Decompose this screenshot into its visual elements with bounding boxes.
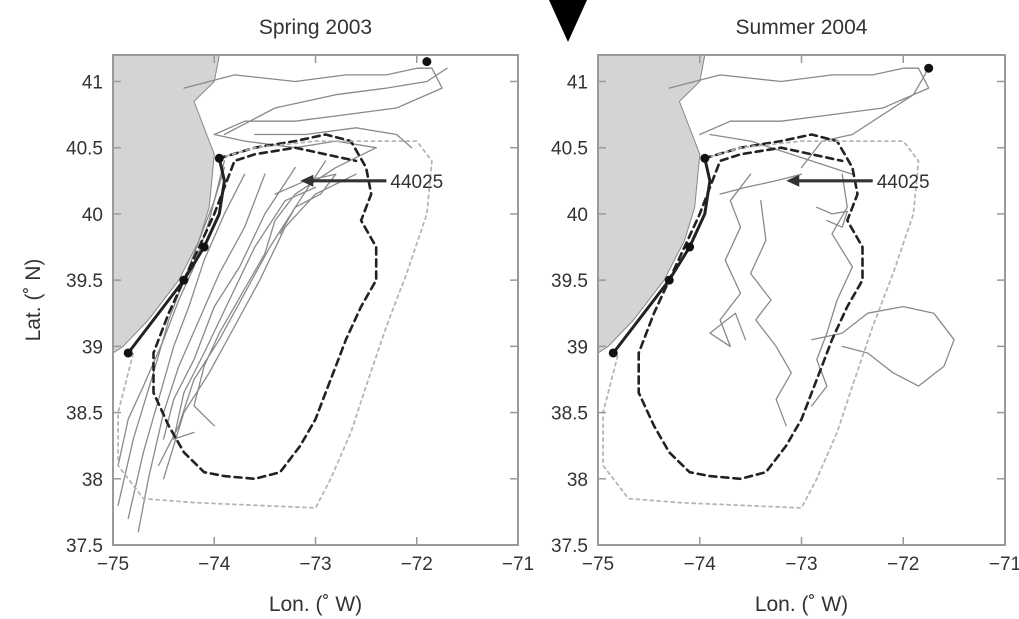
y-tick-label: 39 <box>567 337 588 358</box>
land-mass <box>598 55 706 354</box>
drifter-track <box>709 173 752 348</box>
station-label: 44025 <box>390 172 443 193</box>
deployment-point <box>214 153 224 163</box>
y-tick-label: 38.5 <box>551 404 588 425</box>
deployment-point <box>685 242 695 252</box>
y-tick-label: 38 <box>82 470 103 491</box>
drifter-track <box>811 173 854 407</box>
drifter-track <box>709 133 854 175</box>
y-tick-label: 39.5 <box>551 271 588 292</box>
y-tick-label: 37.5 <box>66 536 103 557</box>
y-tick-label: 39 <box>82 337 103 358</box>
drifter-track <box>668 67 930 136</box>
drifter-track <box>193 147 377 427</box>
panel-title: Summer 2004 <box>736 16 868 39</box>
drifter-track <box>816 206 848 228</box>
y-tick-label: 39.5 <box>66 271 103 292</box>
y-tick-label: 38.5 <box>66 404 103 425</box>
drifter-track <box>117 160 226 467</box>
x-tick-label: −75 <box>97 554 129 575</box>
x-axis-label: Lon. (˚ W) <box>269 593 362 616</box>
deployment-point <box>179 275 189 285</box>
deployment-point <box>924 63 934 73</box>
drifter-track <box>117 166 226 506</box>
drifter-track <box>800 67 930 169</box>
deployment-point <box>199 242 209 252</box>
x-tick-label: −74 <box>198 554 231 575</box>
drifter-track <box>137 173 266 533</box>
station-arrowhead <box>300 174 314 187</box>
x-tick-label: −75 <box>582 554 614 575</box>
x-tick-label: −74 <box>684 554 717 575</box>
land-mass <box>113 55 220 354</box>
outer-boundary-line <box>117 140 433 509</box>
down-triangle-marker <box>549 0 587 42</box>
y-axis-label: Lat. (˚ N) <box>22 259 45 342</box>
deployment-point <box>664 275 674 285</box>
deployment-point <box>608 348 618 358</box>
drifter-track <box>811 305 955 387</box>
drifter-track <box>749 200 792 427</box>
y-tick-label: 40.5 <box>66 139 103 160</box>
x-tick-label: −73 <box>785 554 817 575</box>
drifter-track <box>183 67 443 136</box>
x-axis-label: Lon. (˚ W) <box>755 593 848 616</box>
x-tick-label: −72 <box>887 554 919 575</box>
station-arrowhead <box>786 174 800 187</box>
y-tick-label: 41 <box>567 72 588 93</box>
deployment-point <box>700 153 710 163</box>
drifter-track <box>274 173 337 235</box>
panel-title: Spring 2003 <box>259 16 372 39</box>
drifter-track <box>223 67 448 136</box>
outer-boundary-line <box>602 140 920 509</box>
deployment-point <box>422 57 432 67</box>
chart-panel-2: 44025 −75 −74 −73 −72 −71 37.5 38 38.5 39 39.5 40 40… <box>551 16 1019 616</box>
y-tick-label: 40.5 <box>551 139 588 160</box>
station-label: 44025 <box>877 172 930 193</box>
deployment-point <box>123 348 133 358</box>
y-tick-label: 37.5 <box>551 536 588 557</box>
drifter-track <box>127 173 246 520</box>
x-tick-label: −71 <box>502 554 534 575</box>
drifter-track <box>162 166 296 440</box>
y-tick-label: 41 <box>82 72 103 93</box>
y-tick-label: 38 <box>567 470 588 491</box>
x-tick-label: −71 <box>989 554 1019 575</box>
y-tick-label: 40 <box>567 205 588 226</box>
drifter-track <box>173 186 317 440</box>
y-tick-label: 40 <box>82 205 103 226</box>
x-tick-label: −73 <box>299 554 331 575</box>
chart-panel-1: 44025 −75 −74 −73 −72 −71 37.5 38 38.5 39 39.5 40 40… <box>22 16 534 616</box>
drifter-track <box>254 127 413 149</box>
drifter-track <box>719 173 803 195</box>
x-tick-label: −72 <box>401 554 433 575</box>
